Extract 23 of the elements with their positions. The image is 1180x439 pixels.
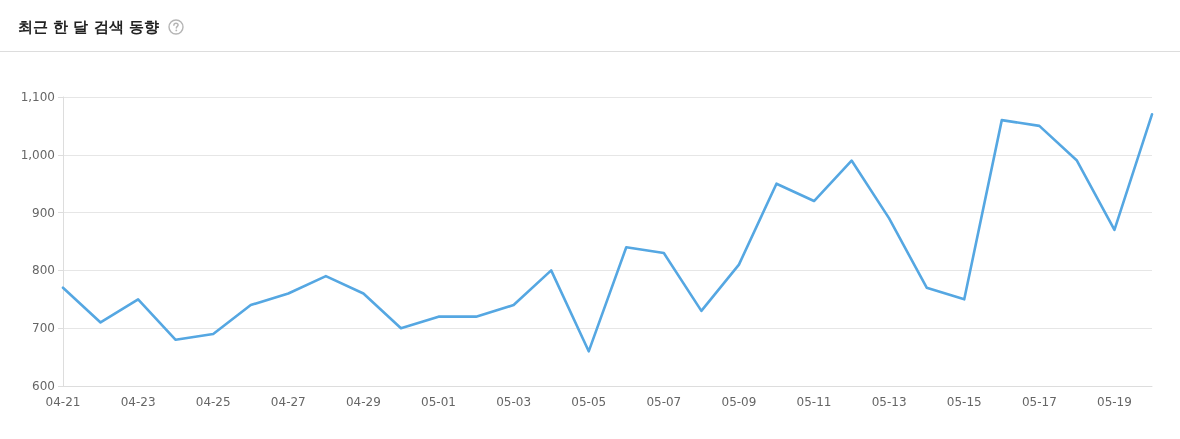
- chart-title: 최근 한 달 검색 동향: [18, 17, 159, 37]
- line-series: [61, 113, 1154, 353]
- x-tick-label: 04-27: [270, 395, 306, 409]
- x-tick-label: 05-15: [946, 395, 982, 409]
- y-tick-label: 800: [32, 263, 55, 278]
- x-tick-label: 04-21: [45, 395, 81, 409]
- y-tick-label: 1,100: [20, 90, 55, 104]
- x-tick-label: 05-03: [496, 395, 532, 409]
- x-tick-label: 05-01: [421, 395, 456, 409]
- x-tick-label: 05-13: [871, 395, 907, 409]
- x-tick-label: 04-29: [345, 395, 381, 409]
- y-tick-label: 900: [32, 205, 55, 220]
- x-tick-label: 05-05: [571, 395, 607, 409]
- x-tick-label: 04-25: [195, 395, 231, 409]
- y-tick-label: 600: [32, 379, 55, 393]
- x-tick-label: 05-17: [1021, 395, 1057, 409]
- x-tick-label: 05-09: [721, 395, 757, 409]
- x-tick-label: 05-11: [796, 395, 832, 409]
- x-tick-label: 05-07: [646, 395, 682, 409]
- x-tick-label: 05-19: [1097, 395, 1132, 409]
- y-tick-label: 700: [32, 321, 55, 336]
- x-tick-label: 04-23: [120, 395, 156, 409]
- y-tick-label: 1,000: [20, 147, 55, 162]
